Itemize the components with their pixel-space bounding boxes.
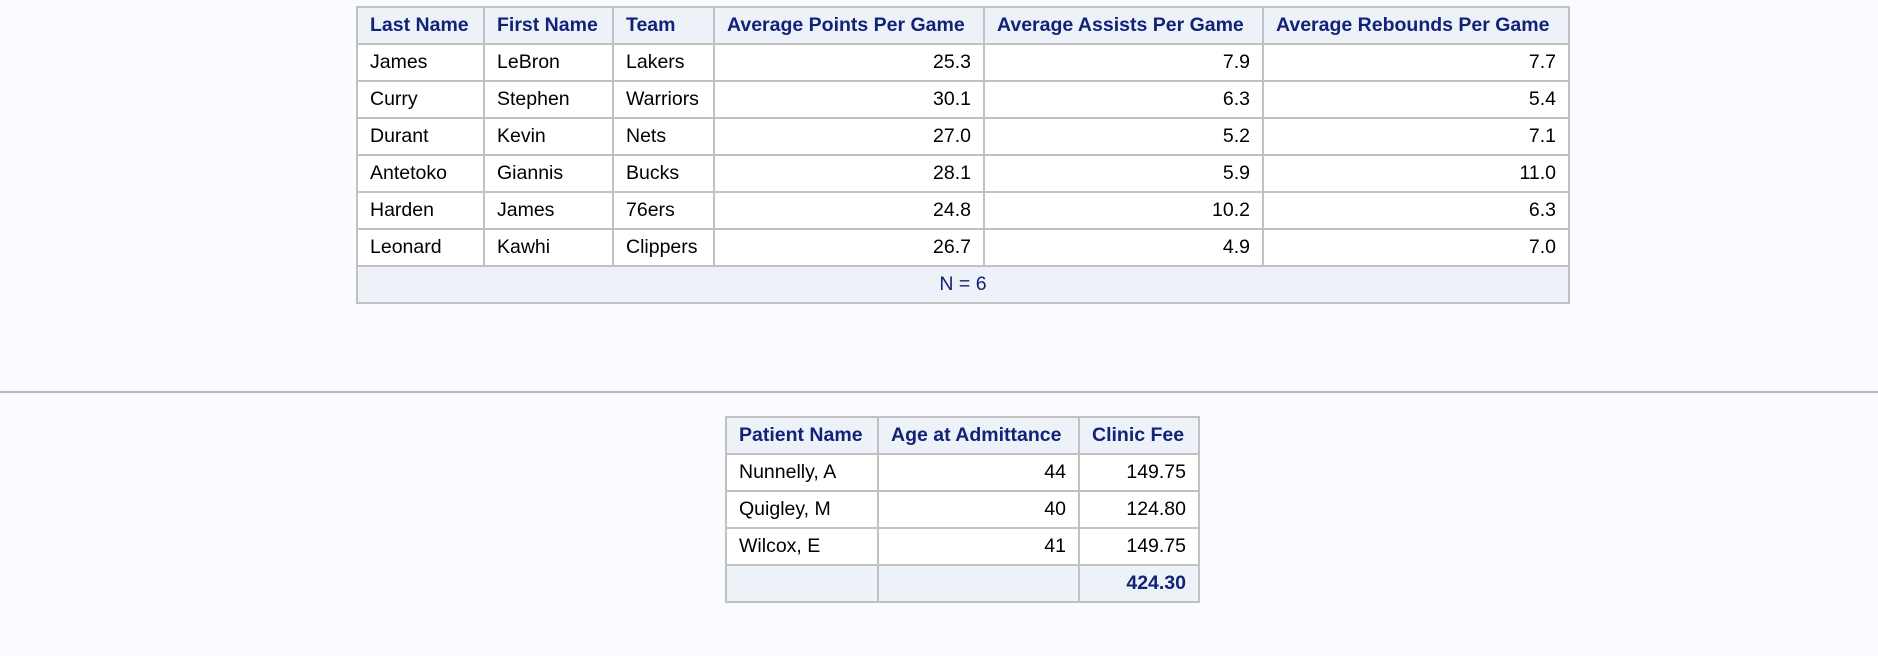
cell-avg-points: 30.1 bbox=[713, 80, 985, 119]
cell-last-name: Durant bbox=[356, 117, 485, 156]
cell-avg-assists: 6.3 bbox=[983, 80, 1264, 119]
table-row: Leonard Kawhi Clippers 26.7 4.9 7.0 bbox=[356, 228, 1570, 267]
cell-first-name: Kevin bbox=[483, 117, 614, 156]
column-header-avg-points: Average Points Per Game bbox=[713, 6, 985, 45]
cell-first-name: Stephen bbox=[483, 80, 614, 119]
cell-avg-rebounds: 6.3 bbox=[1262, 191, 1570, 230]
column-header-avg-rebounds: Average Rebounds Per Game bbox=[1262, 6, 1570, 45]
table-row: Curry Stephen Warriors 30.1 6.3 5.4 bbox=[356, 80, 1570, 119]
cell-clinic-fee: 149.75 bbox=[1078, 527, 1200, 566]
cell-team: Clippers bbox=[612, 228, 715, 267]
column-header-team: Team bbox=[612, 6, 715, 45]
cell-avg-points: 24.8 bbox=[713, 191, 985, 230]
column-header-patient-name: Patient Name bbox=[725, 416, 879, 455]
table-row: Nunnelly, A 44 149.75 bbox=[725, 453, 1200, 492]
cell-avg-rebounds: 7.0 bbox=[1262, 228, 1570, 267]
cell-last-name: Harden bbox=[356, 191, 485, 230]
cell-last-name: James bbox=[356, 43, 485, 82]
row-count-footer: N = 6 bbox=[356, 265, 1570, 304]
cell-avg-rebounds: 7.7 bbox=[1262, 43, 1570, 82]
cell-patient-name: Quigley, M bbox=[725, 490, 879, 529]
cell-team: Lakers bbox=[612, 43, 715, 82]
cell-team: Nets bbox=[612, 117, 715, 156]
cell-avg-rebounds: 7.1 bbox=[1262, 117, 1570, 156]
cell-avg-points: 26.7 bbox=[713, 228, 985, 267]
column-header-avg-assists: Average Assists Per Game bbox=[983, 6, 1264, 45]
cell-avg-points: 27.0 bbox=[713, 117, 985, 156]
cell-age: 41 bbox=[877, 527, 1080, 566]
cell-patient-name: Wilcox, E bbox=[725, 527, 879, 566]
table-row: James LeBron Lakers 25.3 7.9 7.7 bbox=[356, 43, 1570, 82]
total-blank-cell bbox=[725, 564, 879, 603]
cell-clinic-fee: 149.75 bbox=[1078, 453, 1200, 492]
cell-team: Bucks bbox=[612, 154, 715, 193]
cell-avg-assists: 10.2 bbox=[983, 191, 1264, 230]
cell-last-name: Curry bbox=[356, 80, 485, 119]
section-divider bbox=[0, 391, 1878, 393]
table-row: Antetoko Giannis Bucks 28.1 5.9 11.0 bbox=[356, 154, 1570, 193]
cell-last-name: Antetoko bbox=[356, 154, 485, 193]
cell-team: 76ers bbox=[612, 191, 715, 230]
table-footer-row: N = 6 bbox=[356, 265, 1570, 304]
table-header-row: Patient Name Age at Admittance Clinic Fe… bbox=[725, 416, 1200, 455]
table-total-row: 424.30 bbox=[725, 564, 1200, 603]
column-header-clinic-fee: Clinic Fee bbox=[1078, 416, 1200, 455]
cell-avg-assists: 5.2 bbox=[983, 117, 1264, 156]
clinic-fee-total: 424.30 bbox=[1078, 564, 1200, 603]
column-header-age: Age at Admittance bbox=[877, 416, 1080, 455]
cell-first-name: Kawhi bbox=[483, 228, 614, 267]
table-row: Wilcox, E 41 149.75 bbox=[725, 527, 1200, 566]
cell-patient-name: Nunnelly, A bbox=[725, 453, 879, 492]
cell-first-name: Giannis bbox=[483, 154, 614, 193]
table-row: Quigley, M 40 124.80 bbox=[725, 490, 1200, 529]
cell-clinic-fee: 124.80 bbox=[1078, 490, 1200, 529]
cell-avg-assists: 4.9 bbox=[983, 228, 1264, 267]
cell-avg-rebounds: 5.4 bbox=[1262, 80, 1570, 119]
column-header-last-name: Last Name bbox=[356, 6, 485, 45]
column-header-first-name: First Name bbox=[483, 6, 614, 45]
cell-avg-points: 28.1 bbox=[713, 154, 985, 193]
cell-avg-rebounds: 11.0 bbox=[1262, 154, 1570, 193]
cell-avg-assists: 7.9 bbox=[983, 43, 1264, 82]
cell-avg-assists: 5.9 bbox=[983, 154, 1264, 193]
cell-team: Warriors bbox=[612, 80, 715, 119]
cell-age: 44 bbox=[877, 453, 1080, 492]
table-header-row: Last Name First Name Team Average Points… bbox=[356, 6, 1570, 45]
cell-avg-points: 25.3 bbox=[713, 43, 985, 82]
cell-first-name: LeBron bbox=[483, 43, 614, 82]
nba-stats-table: Last Name First Name Team Average Points… bbox=[356, 6, 1570, 304]
cell-age: 40 bbox=[877, 490, 1080, 529]
table-row: Durant Kevin Nets 27.0 5.2 7.1 bbox=[356, 117, 1570, 156]
total-blank-cell bbox=[877, 564, 1080, 603]
cell-first-name: James bbox=[483, 191, 614, 230]
patient-fees-table: Patient Name Age at Admittance Clinic Fe… bbox=[725, 416, 1200, 603]
table-row: Harden James 76ers 24.8 10.2 6.3 bbox=[356, 191, 1570, 230]
cell-last-name: Leonard bbox=[356, 228, 485, 267]
